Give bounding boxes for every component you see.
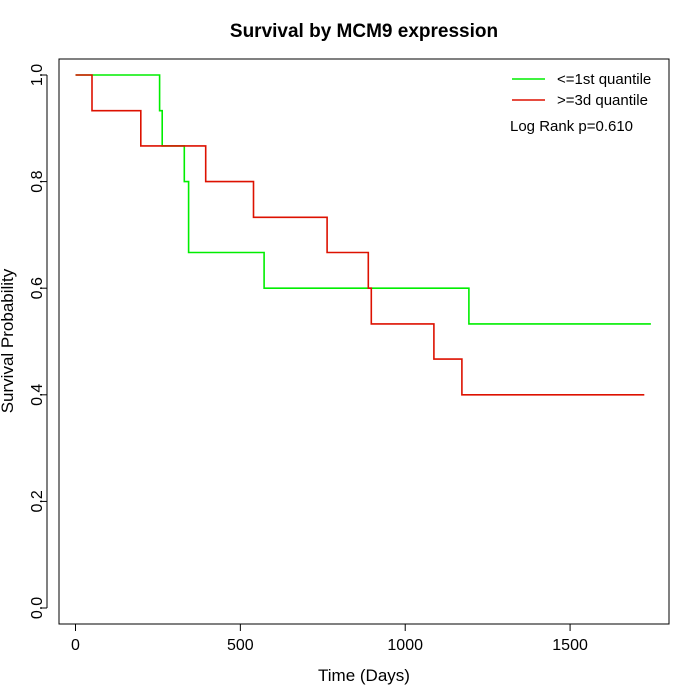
x-axis-label: Time (Days) [318, 666, 410, 685]
legend: <=1st quantile >=3d quantile [512, 71, 651, 109]
survival-curves [75, 74, 651, 396]
x-tick-label: 1500 [552, 637, 588, 654]
y-tick-label: 0.4 [29, 384, 46, 406]
plot-frame [58, 58, 670, 625]
series-line-2 [75, 74, 645, 396]
x-axis: 0 500 1000 1500 [71, 623, 588, 654]
series-line-1 [75, 74, 651, 325]
y-axis: 0.0 0.2 0.4 0.6 0.8 1.0 [29, 64, 48, 619]
y-tick-label: 0.8 [29, 170, 46, 192]
chart-title: Survival by MCM9 expression [230, 21, 498, 42]
y-tick-label: 0.6 [29, 277, 46, 299]
x-tick-label: 0 [71, 637, 80, 654]
y-axis-label: Survival Probability [0, 268, 17, 413]
legend-label: <=1st quantile [557, 71, 651, 88]
x-tick-label: 1000 [387, 637, 423, 654]
y-tick-label: 1.0 [29, 64, 46, 86]
y-tick-label: 0.0 [29, 597, 46, 619]
log-rank-annotation: Log Rank p=0.610 [510, 118, 633, 135]
legend-label: >=3d quantile [557, 92, 648, 109]
x-tick-label: 500 [227, 637, 254, 654]
y-tick-label: 0.2 [29, 490, 46, 512]
